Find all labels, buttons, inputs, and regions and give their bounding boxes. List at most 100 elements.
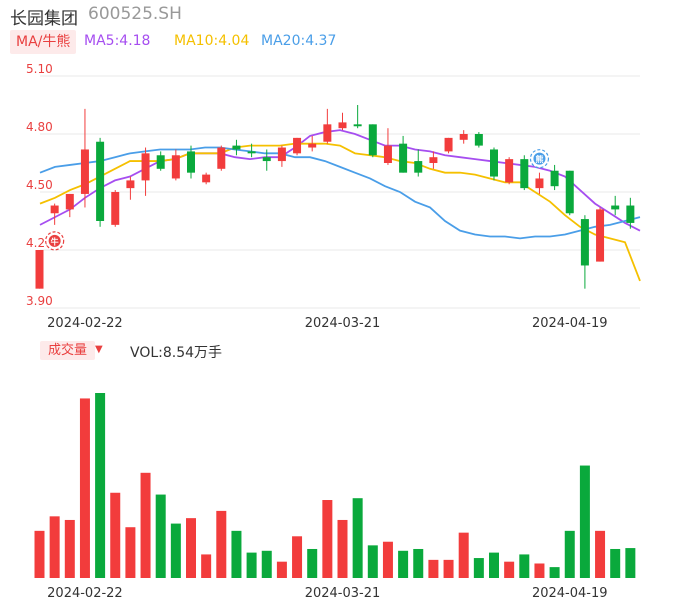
volume-bar: [458, 532, 469, 578]
candle-up: [535, 178, 544, 189]
stock-code: 600525.SH: [88, 4, 182, 24]
y-tick-label: 4.80: [26, 120, 53, 134]
candle-up: [277, 147, 286, 162]
candle-down: [580, 219, 589, 266]
volume-bar: [549, 567, 560, 578]
candle-down: [232, 145, 241, 150]
x-tick-label: 2024-04-19: [532, 586, 608, 601]
volume-bar: [367, 545, 378, 578]
ma10-line: [39, 142, 641, 282]
volume-bar: [307, 548, 318, 578]
candle-up: [141, 153, 150, 181]
volume-bar: [292, 536, 303, 578]
x-tick-label: 2024-02-22: [47, 586, 123, 601]
candle-down: [353, 124, 362, 127]
volume-bar: [489, 552, 499, 578]
bull-icon: 牛: [45, 231, 65, 251]
candle-down: [490, 149, 498, 177]
ma5-line: [39, 129, 641, 232]
ma20-legend: MA20:4.37: [261, 33, 337, 49]
candle-up: [202, 174, 211, 183]
candle-down: [156, 155, 165, 169]
candle-down: [368, 124, 377, 156]
volume-bar: [64, 519, 75, 578]
candle-up: [308, 143, 317, 148]
volume-bar: [201, 554, 212, 578]
candle-up: [217, 147, 226, 169]
svg-text:熊: 熊: [535, 154, 543, 164]
volume-bar: [579, 465, 590, 578]
volume-bar: [382, 541, 393, 578]
candle-down: [187, 151, 195, 173]
volume-bar: [231, 530, 242, 578]
volume-bar: [428, 559, 439, 578]
candle-down: [565, 170, 574, 214]
ma10-legend: MA10:4.04: [174, 33, 250, 49]
x-tick-label: 2024-03-21: [305, 586, 381, 601]
candle-down: [520, 159, 529, 189]
candle-up: [293, 137, 302, 154]
volume-bar: [473, 558, 484, 578]
stock-name: 长园集团: [10, 9, 78, 29]
candle-down: [247, 151, 256, 154]
volume-bar: [170, 523, 181, 578]
candle-up: [505, 159, 514, 183]
candle-up: [126, 180, 135, 189]
volume-bar: [95, 393, 106, 578]
candle-up: [459, 134, 468, 140]
volume-bar: [443, 559, 454, 578]
ma-indicator-tab[interactable]: MA/牛熊: [10, 30, 77, 54]
candle-up: [80, 149, 89, 194]
svg-text:牛: 牛: [51, 236, 59, 246]
candle-down: [399, 143, 408, 173]
volume-bar: [261, 550, 272, 578]
ma20-line: [39, 146, 641, 240]
volume-bar: [140, 472, 151, 578]
volume-bar: [519, 554, 530, 578]
triangle-down-icon[interactable]: ▼: [95, 344, 103, 355]
candle-up: [338, 122, 347, 129]
volume-bar: [625, 548, 636, 578]
bear-icon: 熊: [529, 149, 550, 169]
volume-bar: [337, 519, 348, 578]
candle-up: [383, 145, 392, 163]
candle-down: [550, 170, 559, 187]
candle-down: [96, 141, 105, 221]
candle-down: [474, 134, 483, 146]
volume-bar: [413, 548, 424, 578]
volume-bar: [504, 561, 515, 578]
volume-bar: [49, 516, 60, 578]
volume-bar: [322, 500, 333, 578]
volume-value: VOL:8.54万手: [130, 345, 223, 361]
volume-indicator-tab[interactable]: 成交量: [40, 341, 96, 360]
y-tick-label: 5.10: [26, 62, 53, 76]
candle-up: [111, 192, 120, 225]
candle-up: [444, 137, 453, 152]
volume-bar: [246, 552, 257, 578]
y-tick-label: 3.90: [26, 294, 53, 308]
x-tick-label: 2024-03-21: [305, 316, 381, 331]
volume-bar: [79, 398, 90, 578]
candle-up: [65, 193, 74, 210]
volume-bar: [110, 492, 121, 578]
candle-up: [35, 250, 44, 289]
x-tick-label: 2024-04-19: [532, 316, 608, 331]
candle-down: [262, 157, 271, 162]
volume-bar: [564, 530, 575, 578]
volume-bar: [610, 548, 621, 578]
volume-bar: [186, 518, 196, 578]
candle-down: [414, 161, 423, 173]
volume-bar: [155, 494, 166, 578]
candle-up: [171, 155, 180, 179]
candle-up: [429, 157, 438, 163]
ma5-legend: MA5:4.18: [84, 33, 151, 49]
candle-down: [611, 205, 620, 210]
volume-bar: [34, 530, 45, 578]
candle-down: [626, 205, 635, 223]
volume-bar: [276, 561, 287, 578]
candle-up: [50, 205, 59, 214]
candle-up: [323, 124, 332, 142]
volume-bar: [595, 530, 606, 578]
volume-bar: [216, 510, 227, 578]
